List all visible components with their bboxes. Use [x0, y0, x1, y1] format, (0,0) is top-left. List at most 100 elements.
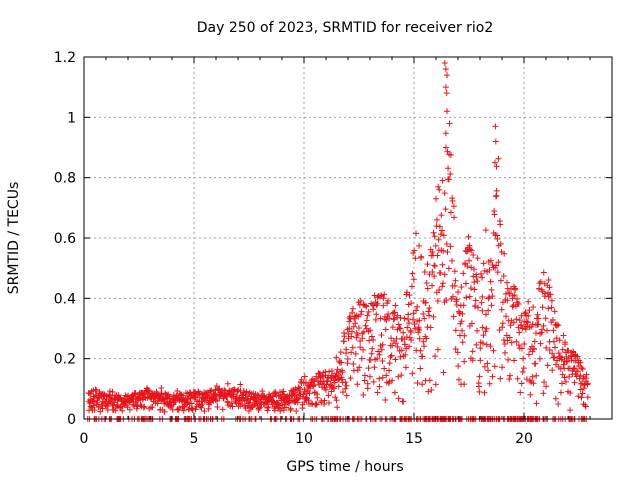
- data-point: [382, 396, 389, 403]
- data-point: [520, 355, 527, 362]
- data-point: [479, 340, 486, 347]
- data-point: [468, 247, 475, 254]
- data-point: [501, 341, 508, 348]
- data-point: [510, 302, 517, 309]
- data-point: [541, 379, 548, 386]
- data-point: [381, 291, 388, 298]
- data-point: [224, 380, 231, 387]
- data-point: [366, 373, 373, 380]
- data-point: [347, 375, 354, 382]
- data-point: [460, 302, 467, 309]
- data-point: [494, 235, 501, 242]
- data-point: [313, 400, 320, 407]
- data-point: [340, 338, 347, 345]
- data-point: [499, 320, 506, 327]
- data-point: [385, 367, 392, 374]
- data-point: [531, 338, 538, 345]
- data-point: [532, 360, 539, 367]
- data-point: [428, 387, 435, 394]
- data-point: [551, 344, 558, 351]
- data-point: [259, 388, 266, 395]
- data-point: [452, 277, 459, 284]
- data-point: [374, 389, 381, 396]
- y-tick-label: 0.4: [54, 291, 76, 307]
- grid-lines: [84, 57, 612, 419]
- data-point: [95, 394, 102, 401]
- data-point: [546, 346, 553, 353]
- data-point: [431, 273, 438, 280]
- data-point: [414, 379, 421, 386]
- data-point: [214, 397, 221, 404]
- data-point: [283, 404, 290, 411]
- data-point: [496, 326, 503, 333]
- data-point: [521, 341, 528, 348]
- data-point: [522, 309, 529, 316]
- x-axis-title: GPS time / hours: [286, 459, 403, 475]
- data-point: [483, 325, 490, 332]
- data-point: [416, 242, 423, 249]
- data-point: [149, 404, 156, 411]
- data-point: [423, 279, 430, 286]
- data-point: [380, 302, 387, 309]
- data-point: [416, 317, 423, 324]
- data-point: [245, 400, 252, 407]
- data-point: [487, 278, 494, 285]
- data-point: [517, 389, 524, 396]
- data-point: [211, 391, 218, 398]
- data-point: [525, 351, 532, 358]
- data-point: [420, 310, 427, 317]
- data-point: [145, 388, 152, 395]
- data-point: [441, 190, 448, 197]
- data-point: [269, 393, 276, 400]
- data-point: [562, 378, 569, 385]
- data-point: [450, 293, 457, 300]
- data-point: [508, 339, 515, 346]
- data-point: [492, 123, 499, 130]
- data-point: [442, 84, 449, 91]
- data-point: [229, 403, 236, 410]
- data-point: [104, 406, 111, 413]
- data-point: [434, 252, 441, 259]
- data-point: [367, 327, 374, 334]
- data-point: [436, 223, 443, 230]
- data-point: [431, 262, 438, 269]
- data-point: [361, 372, 368, 379]
- data-point: [540, 269, 547, 276]
- data-point: [503, 332, 510, 339]
- data-point: [555, 400, 562, 407]
- data-point: [519, 368, 526, 375]
- data-point: [106, 400, 113, 407]
- data-point: [535, 321, 542, 328]
- data-point: [546, 284, 553, 291]
- data-point: [454, 349, 461, 356]
- data-point: [549, 367, 556, 374]
- data-point: [199, 401, 206, 408]
- data-point: [430, 229, 437, 236]
- data-point: [354, 367, 361, 374]
- data-point: [445, 265, 452, 272]
- data-point: [571, 364, 578, 371]
- data-point: [452, 346, 459, 353]
- data-point: [469, 357, 476, 364]
- data-point: [386, 315, 393, 322]
- data-point: [505, 356, 512, 363]
- data-point: [444, 72, 450, 79]
- data-point: [482, 328, 489, 335]
- data-point: [407, 329, 414, 336]
- data-point: [373, 302, 380, 309]
- data-point: [431, 233, 438, 240]
- data-point: [469, 348, 476, 355]
- data-point: [416, 335, 423, 342]
- data-point: [501, 250, 508, 257]
- data-point: [444, 148, 451, 155]
- data-point: [287, 405, 294, 412]
- data-point: [525, 298, 532, 305]
- data-point: [451, 282, 458, 289]
- data-point: [466, 293, 473, 300]
- data-point: [447, 170, 454, 177]
- data-point: [419, 353, 426, 360]
- data-point: [547, 291, 554, 298]
- data-point: [557, 389, 564, 396]
- data-point: [545, 276, 552, 283]
- chart-title: Day 250 of 2023, SRMTID for receiver rio…: [197, 20, 494, 36]
